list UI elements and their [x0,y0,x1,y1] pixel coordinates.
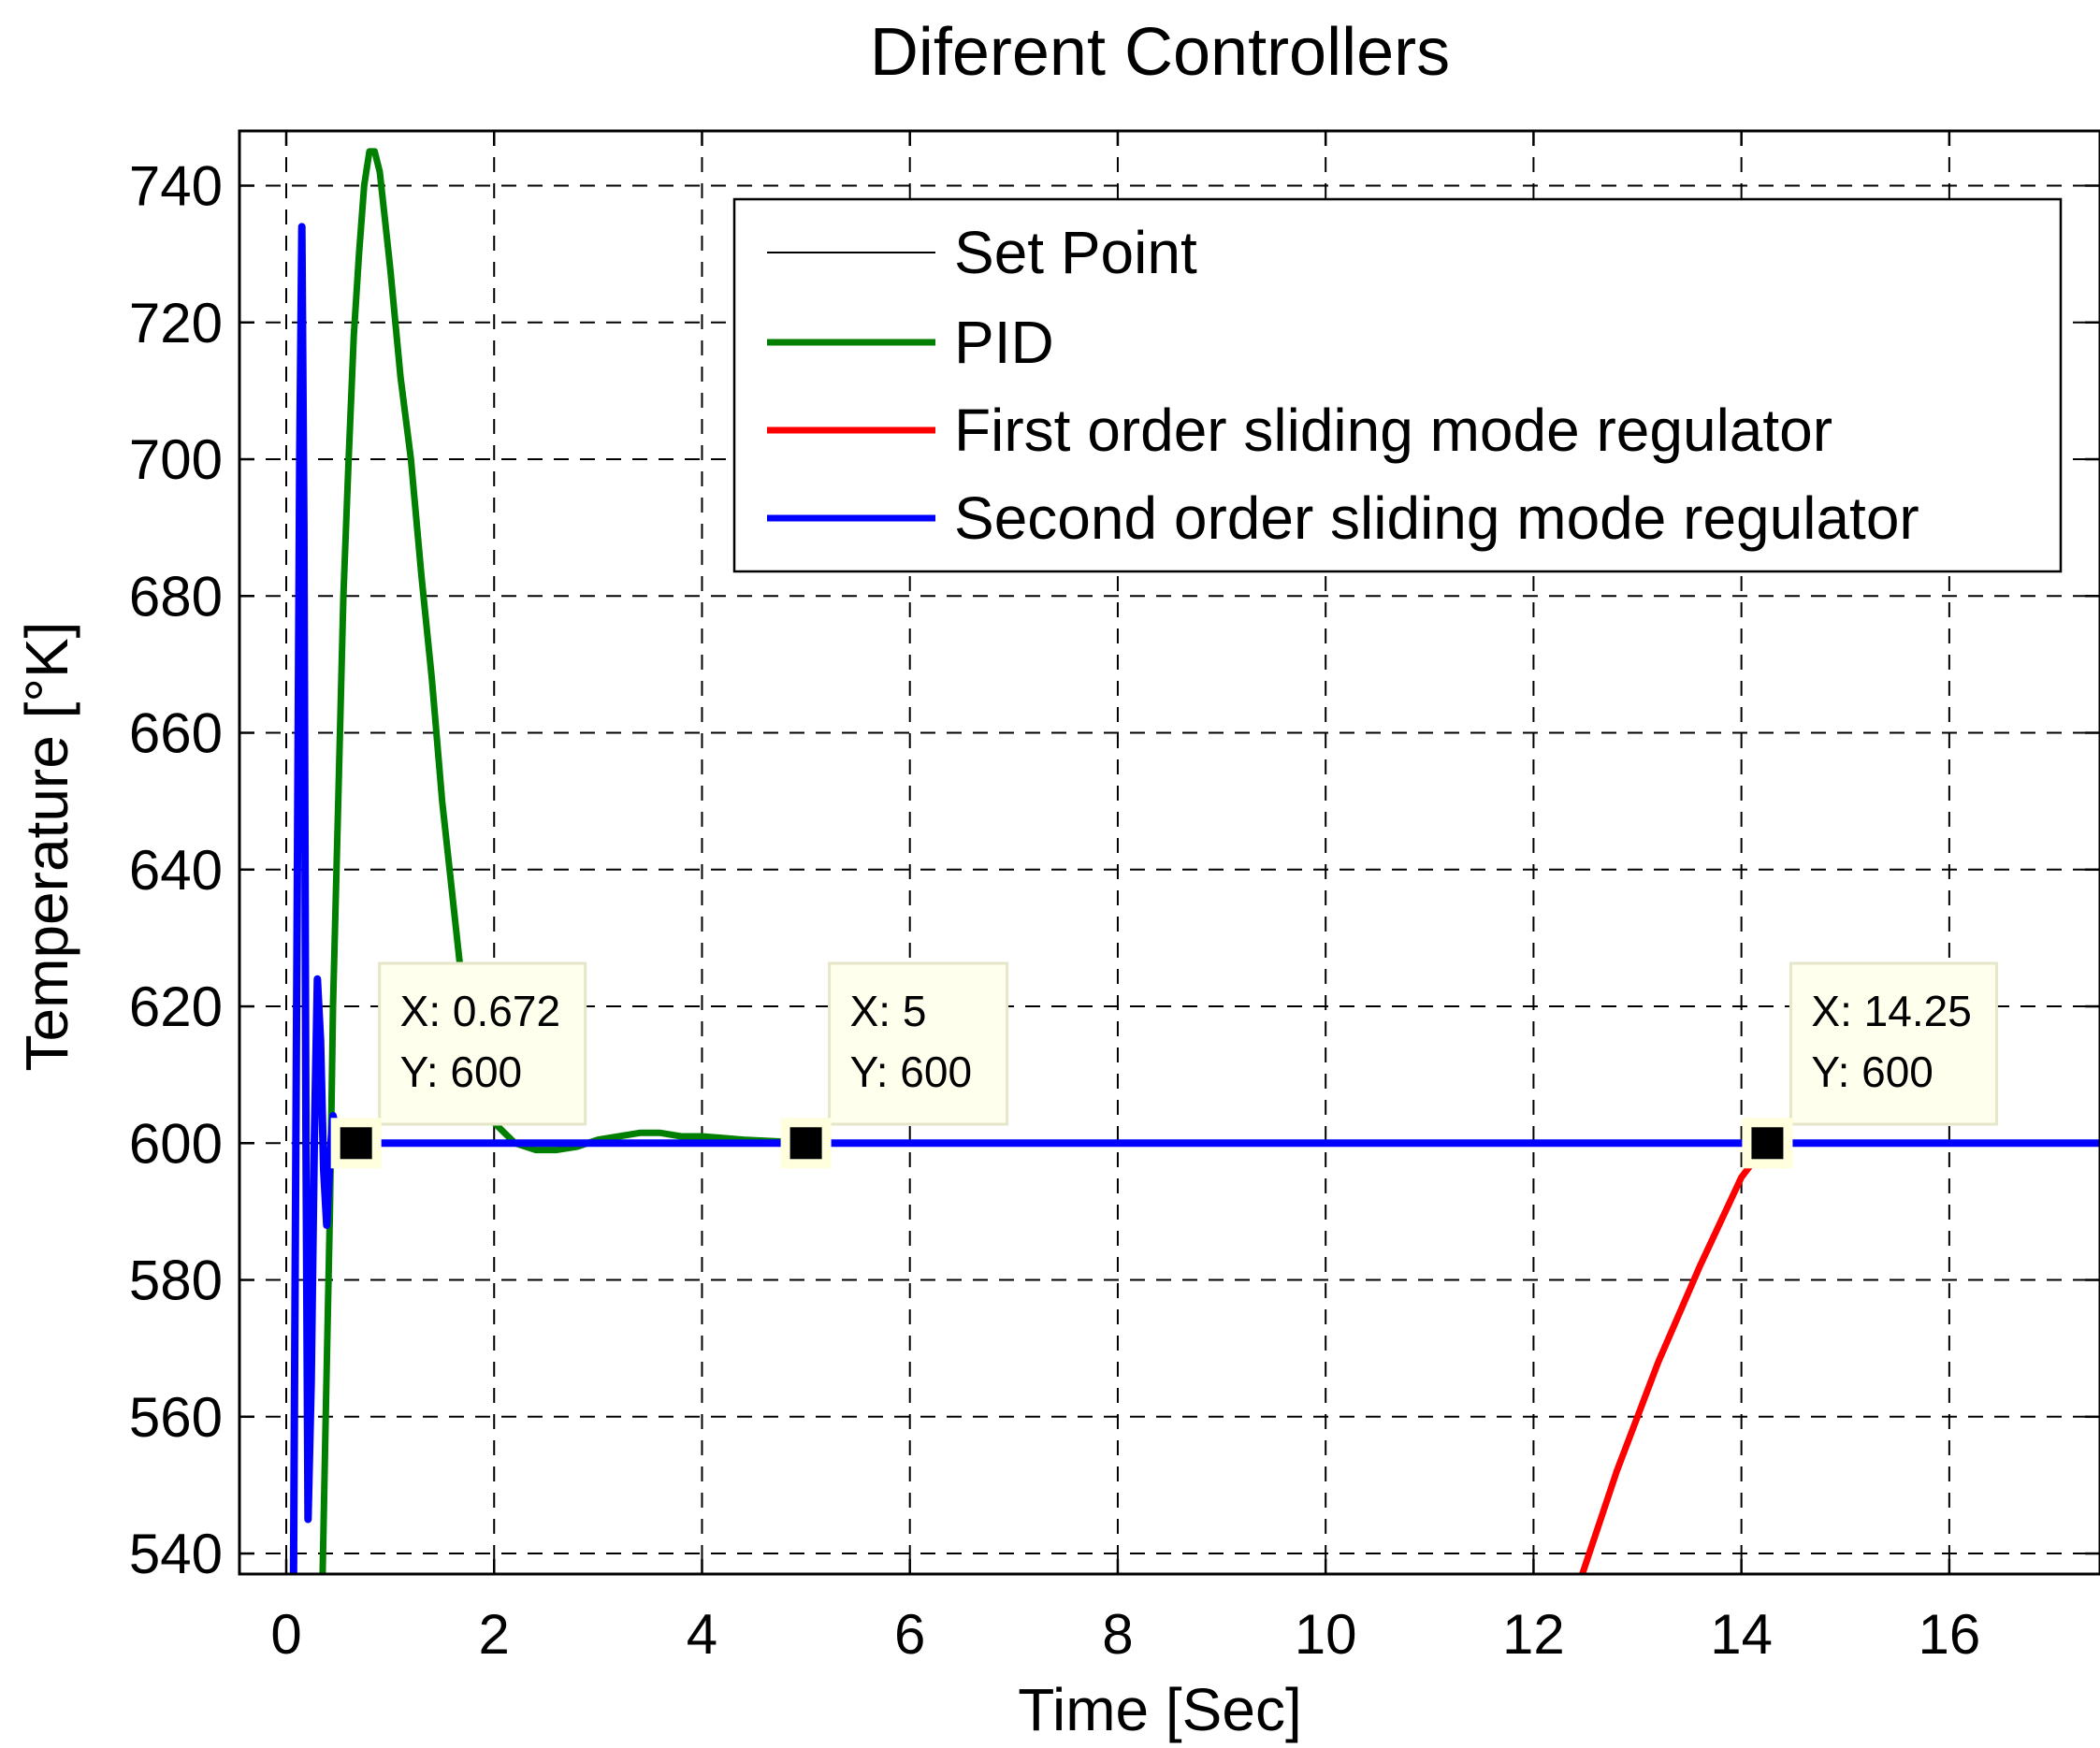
x-tick-label: 14 [1710,1603,1773,1666]
y-tick-label: 620 [129,975,223,1038]
legend: Set Point PID First order sliding mode reg… [732,197,2063,573]
data-tips: X: 0.672 Y: 600 X: 5 Y: 600 X: 14.25 Y: 600 [330,961,1998,1169]
legend-label: PID [954,309,1054,376]
y-tick-label: 700 [129,428,223,491]
x-tick-label: 2 [479,1603,510,1666]
x-tick-label: 10 [1295,1603,1357,1666]
y-tick-label: 540 [129,1523,223,1585]
y-tick-label: 560 [129,1386,223,1449]
data-tip-box [1789,961,1998,1126]
data-tip-marker [789,1127,822,1160]
x-tick-label: 0 [270,1603,301,1666]
data-tip-x-label: X: 0.672 [400,987,560,1035]
data-tip-x-label: X: 14.25 [1811,987,1971,1035]
x-tick-label: 8 [1102,1603,1133,1666]
data-tip-box [378,961,587,1126]
data-tip-marker [1751,1127,1784,1160]
data-tip-y-label: Y: 600 [400,1047,522,1096]
series-line-1 [319,148,2100,1574]
legend-label: Set Point [954,219,1197,286]
data-tip-marker [340,1127,372,1160]
x-tick-label: 12 [1502,1603,1565,1666]
y-tick-label: 720 [129,292,223,354]
legend-box [732,197,2063,573]
plot-frame [238,129,2100,1576]
y-tick-label: 580 [129,1250,223,1312]
y-tick-label: 660 [129,702,223,765]
data-tip-y-label: Y: 600 [850,1047,972,1096]
data-tip-y-label: Y: 600 [1811,1047,1933,1096]
chart-title: Diferent Controllers [870,15,1450,90]
axis-ticks: 0 2 4 6 8 10 12 14 16 540 560 580 600 620 640 660 680 700… [129,131,2100,1666]
y-axis-label: Temperature [°K] [13,622,80,1072]
y-tick-label: 640 [129,839,223,902]
legend-label: Second order sliding mode regulator [954,484,1919,552]
x-tick-label: 6 [894,1603,925,1666]
legend-label: First order sliding mode regulator [954,397,1832,464]
data-tip-x-label: X: 5 [850,987,927,1035]
y-tick-label: 740 [129,155,223,218]
x-axis-label: Time [Sec] [1018,1676,1301,1743]
y-tick-label: 600 [129,1112,223,1175]
y-tick-label: 680 [129,565,223,628]
data-tip-box [828,961,1009,1126]
x-tick-label: 4 [687,1603,717,1666]
x-tick-label: 16 [1919,1603,1981,1666]
